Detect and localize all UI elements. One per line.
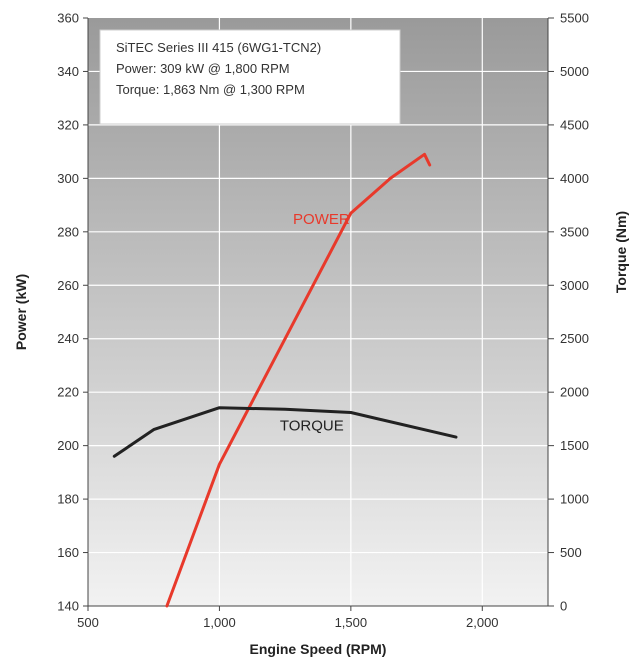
series-lines xyxy=(112,152,458,608)
y2-tick-label: 3500 xyxy=(560,224,589,239)
torque-series-label: TORQUE xyxy=(280,418,344,435)
y-tick-label: 140 xyxy=(57,599,79,614)
axes: 500 1,000 1,500 2,000 140 160 180 200 220 240 260 2… xyxy=(57,11,589,631)
y-tick-label: 280 xyxy=(57,224,79,239)
x-tick-label: 1,000 xyxy=(203,615,236,630)
y2-tick-label: 4500 xyxy=(560,117,589,132)
y-tick-label: 160 xyxy=(57,545,79,560)
x-tick-label: 500 xyxy=(77,615,99,630)
y-tick-label: 340 xyxy=(57,64,79,79)
y2-tick-label: 5500 xyxy=(560,11,589,26)
y-tick-label: 220 xyxy=(57,385,79,400)
y2-tick-label: 2500 xyxy=(560,331,589,346)
y-axis-title: Power (kW) xyxy=(13,274,29,350)
y-tick-label: 300 xyxy=(57,171,79,186)
y2-tick-label: 5000 xyxy=(560,64,589,79)
y-tick-label: 260 xyxy=(57,278,79,293)
x-tick-label: 2,000 xyxy=(466,615,499,630)
power-series-label: POWER xyxy=(293,211,350,228)
y2-tick-label: 3000 xyxy=(560,278,589,293)
info-box-background xyxy=(99,29,401,125)
x-axis-title: Engine Speed (RPM) xyxy=(250,641,387,657)
y2-axis-title: Torque (Nm) xyxy=(613,211,629,293)
info-box: SiTEC Series III 415 (6WG1-TCN2) Power: … xyxy=(99,29,401,125)
x-tick-label: 1,500 xyxy=(335,615,368,630)
y-tick-label: 200 xyxy=(57,438,79,453)
torque-line xyxy=(112,406,458,458)
y-tick-label: 320 xyxy=(57,117,79,132)
power-line xyxy=(165,152,432,608)
info-torque-text: Torque: 1,863 Nm @ 1,300 RPM xyxy=(116,82,305,97)
y-tick-label: 360 xyxy=(57,11,79,26)
info-model-text: SiTEC Series III 415 (6WG1-TCN2) xyxy=(116,40,321,55)
y-tick-label: 240 xyxy=(57,331,79,346)
info-power-text: Power: 309 kW @ 1,800 RPM xyxy=(116,61,290,76)
gridlines xyxy=(88,18,548,606)
y2-tick-label: 0 xyxy=(560,599,567,614)
y2-tick-label: 500 xyxy=(560,545,582,560)
y2-tick-label: 1000 xyxy=(560,492,589,507)
y2-tick-label: 4000 xyxy=(560,171,589,186)
y2-tick-label: 2000 xyxy=(560,385,589,400)
y-tick-label: 180 xyxy=(57,492,79,507)
y2-tick-label: 1500 xyxy=(560,438,589,453)
